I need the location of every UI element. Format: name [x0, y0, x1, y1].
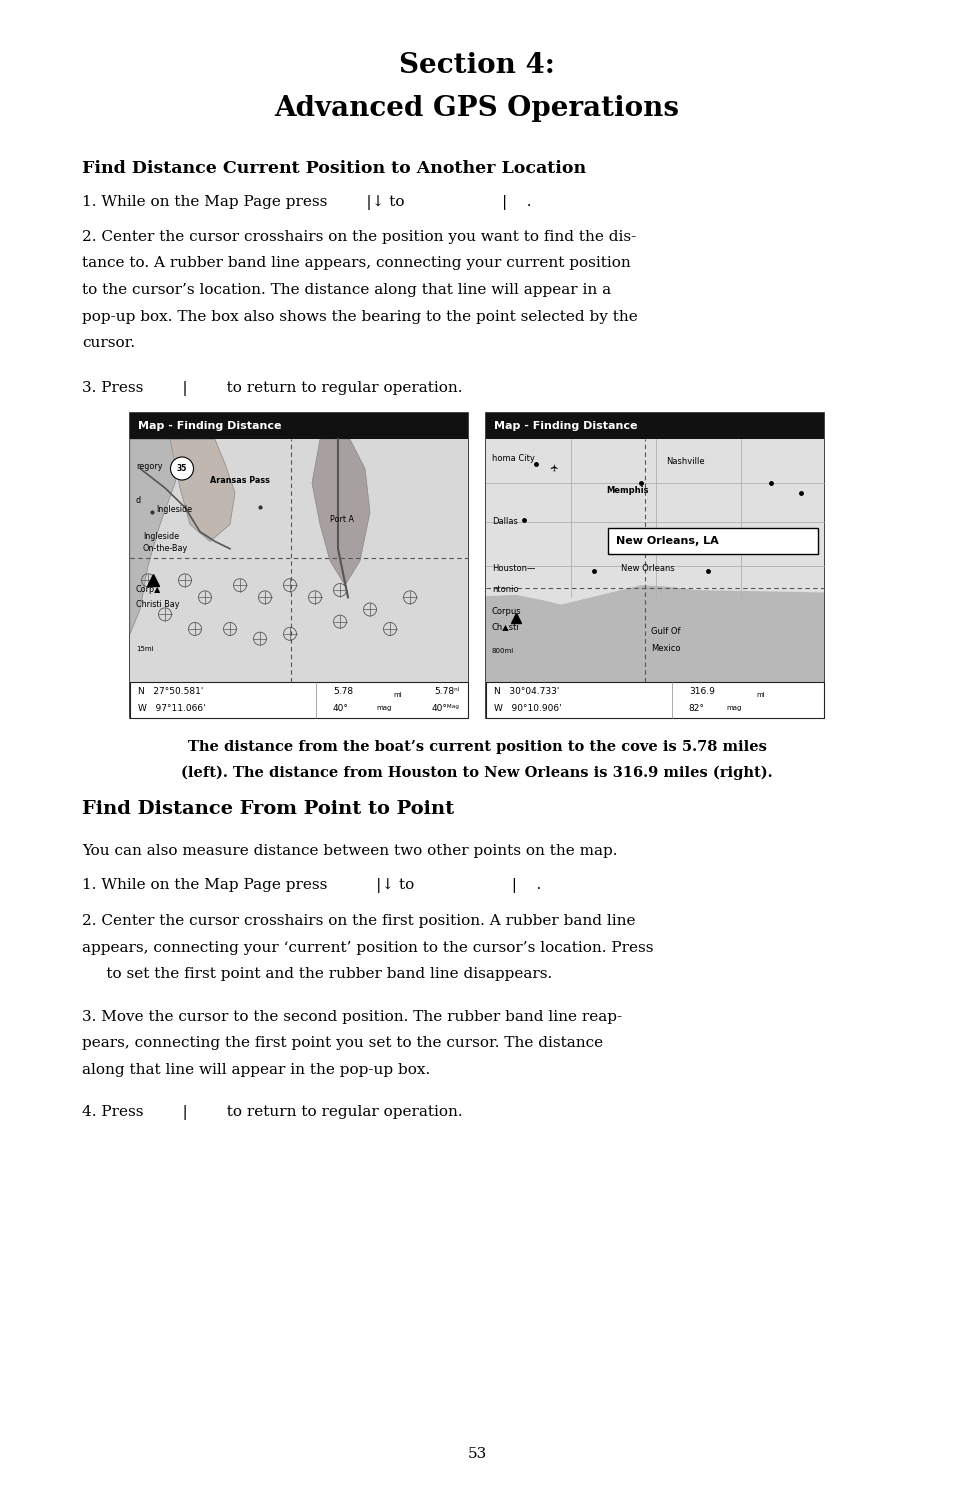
Text: d: d	[136, 495, 141, 504]
Text: pop-up box. The box also shows the bearing to the point selected by the: pop-up box. The box also shows the beari…	[82, 309, 638, 324]
Text: along that line will appear in the pop-up box.: along that line will appear in the pop-u…	[82, 1063, 430, 1077]
Text: mag: mag	[725, 705, 740, 711]
Polygon shape	[485, 586, 823, 683]
Text: 5.78ⁿᴵ: 5.78ⁿᴵ	[435, 687, 459, 696]
Text: 2. Center the cursor crosshairs on the first position. A rubber band line: 2. Center the cursor crosshairs on the f…	[82, 915, 635, 928]
Text: 3. Move the cursor to the second position. The rubber band line reap-: 3. Move the cursor to the second positio…	[82, 1010, 621, 1025]
Bar	[130, 439, 468, 683]
Bar	[130, 412, 468, 439]
Polygon shape	[170, 439, 234, 541]
Text: N   27°50.581': N 27°50.581'	[138, 687, 203, 696]
Text: 2. Center the cursor crosshairs on the position you want to find the dis-: 2. Center the cursor crosshairs on the p…	[82, 230, 636, 244]
Text: Map - Finding Distance: Map - Finding Distance	[138, 421, 281, 431]
Text: Corp▲: Corp▲	[136, 586, 161, 595]
Text: Christi Bay: Christi Bay	[136, 601, 179, 610]
Text: 316.9: 316.9	[688, 687, 714, 696]
Bar	[607, 528, 817, 553]
Text: to the cursor’s location. The distance along that line will appear in a: to the cursor’s location. The distance a…	[82, 283, 611, 297]
Text: 3. Press        |        to return to regular operation.: 3. Press | to return to regular operatio…	[82, 381, 462, 396]
Text: mag: mag	[376, 705, 392, 711]
Text: Find Distance From Point to Point: Find Distance From Point to Point	[82, 800, 454, 818]
Text: Mexico: Mexico	[650, 644, 679, 653]
Text: N   30°04.733': N 30°04.733'	[494, 687, 558, 696]
Text: 1. While on the Map Page press          |↓ to                    |    .: 1. While on the Map Page press |↓ to | .	[82, 879, 540, 894]
Text: Advanced GPS Operations: Advanced GPS Operations	[274, 95, 679, 122]
Circle shape	[171, 457, 193, 480]
Text: tance to. A rubber band line appears, connecting your current position: tance to. A rubber band line appears, co…	[82, 256, 630, 271]
Text: 35: 35	[176, 464, 187, 473]
Bar	[130, 683, 468, 718]
Text: Map - Finding Distance: Map - Finding Distance	[494, 421, 637, 431]
Bar	[485, 683, 823, 718]
Text: 40°ᴹᵃᶢ: 40°ᴹᵃᶢ	[432, 703, 459, 712]
Text: pears, connecting the first point you set to the cursor. The distance: pears, connecting the first point you se…	[82, 1036, 602, 1050]
Bar	[485, 412, 823, 439]
Text: Aransas Pass: Aransas Pass	[210, 476, 270, 485]
Text: homa City: homa City	[492, 454, 535, 464]
Bar	[130, 412, 468, 718]
Text: 4. Press        |        to return to regular operation.: 4. Press | to return to regular operatio…	[82, 1105, 462, 1121]
Text: 82°: 82°	[688, 703, 704, 712]
Polygon shape	[312, 439, 370, 586]
Text: 800mi: 800mi	[492, 648, 514, 654]
Text: Section 4:: Section 4:	[398, 52, 555, 79]
Polygon shape	[130, 439, 185, 633]
Text: The distance from the boat’s current position to the cove is 5.78 miles: The distance from the boat’s current pos…	[188, 739, 765, 754]
Text: Ingleside: Ingleside	[156, 506, 192, 515]
Text: 5.78: 5.78	[333, 687, 353, 696]
Text: On-the-Bay: On-the-Bay	[143, 544, 188, 553]
Text: New Orleans, LA: New Orleans, LA	[616, 535, 718, 546]
Text: cursor.: cursor.	[82, 336, 135, 349]
Text: mi: mi	[394, 691, 402, 697]
Text: Memphis: Memphis	[605, 486, 648, 495]
Text: W   97°11.066': W 97°11.066'	[138, 703, 206, 712]
Text: W   90°10.906': W 90°10.906'	[494, 703, 561, 712]
Text: appears, connecting your ‘current’ position to the cursor’s location. Press: appears, connecting your ‘current’ posit…	[82, 941, 653, 955]
Text: 1. While on the Map Page press        |↓ to                    |    .: 1. While on the Map Page press |↓ to | .	[82, 195, 531, 210]
Text: Port A: Port A	[330, 515, 354, 523]
Text: Ingleside: Ingleside	[143, 532, 179, 541]
Text: Houston—: Houston—	[492, 564, 535, 572]
Bar	[485, 412, 823, 718]
Text: Corpus: Corpus	[492, 607, 521, 616]
Text: (left). The distance from Houston to New Orleans is 316.9 miles (right).: (left). The distance from Houston to New…	[181, 766, 772, 781]
Text: to set the first point and the rubber band line disappears.: to set the first point and the rubber ba…	[82, 968, 552, 981]
Text: You can also measure distance between two other points on the map.: You can also measure distance between tw…	[82, 843, 617, 858]
Text: mi: mi	[756, 691, 764, 697]
Text: Dallas: Dallas	[492, 517, 517, 526]
Text: New Orleans: New Orleans	[620, 564, 674, 572]
Text: Find Distance Current Position to Another Location: Find Distance Current Position to Anothe…	[82, 161, 585, 177]
Text: Ch▲sti: Ch▲sti	[492, 622, 519, 630]
Bar	[485, 439, 823, 683]
Text: Nashville: Nashville	[665, 457, 704, 465]
Text: 53: 53	[467, 1447, 486, 1462]
Text: Gulf Of: Gulf Of	[650, 628, 679, 636]
Text: 40°: 40°	[333, 703, 348, 712]
Text: ntonio: ntonio	[492, 586, 518, 595]
Text: 15mi: 15mi	[136, 645, 153, 651]
Text: ✈: ✈	[551, 462, 560, 470]
Text: regory: regory	[136, 461, 162, 470]
